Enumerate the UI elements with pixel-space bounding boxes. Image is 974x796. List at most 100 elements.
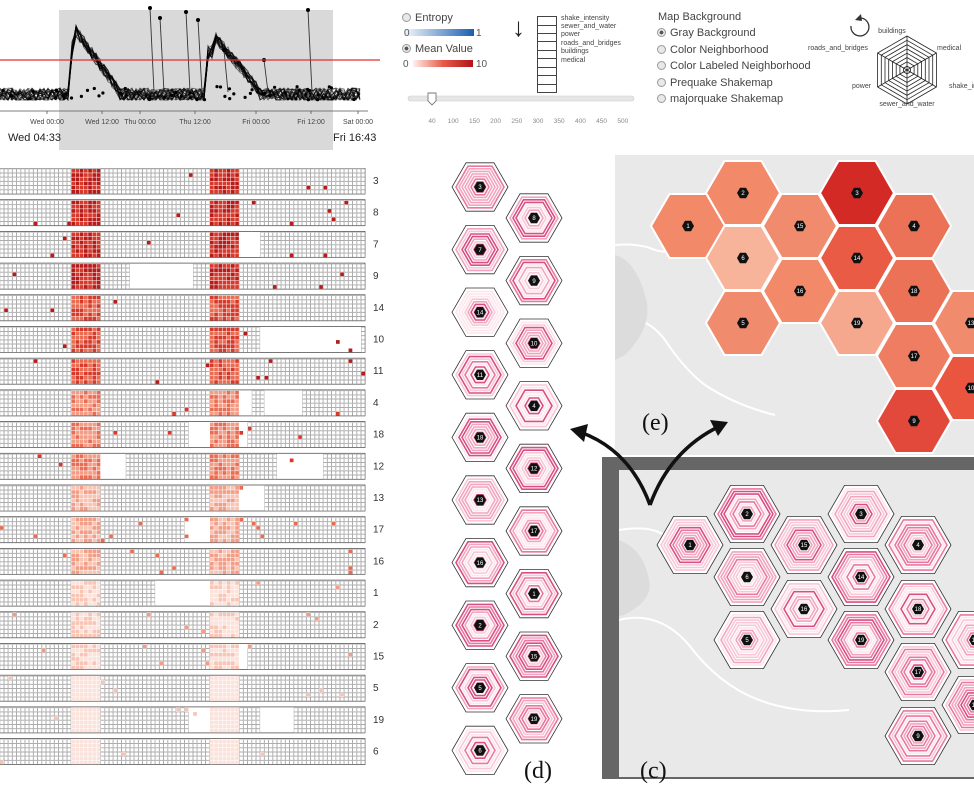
- heatmap-row[interactable]: 9: [0, 262, 379, 290]
- reset-icon[interactable]: [850, 14, 870, 37]
- map-background-option[interactable]: majorquake Shakemap: [657, 93, 783, 105]
- map-e-hex[interactable]: 5: [704, 290, 782, 356]
- map-e-hex[interactable]: 3: [818, 160, 896, 226]
- timeline-tick-label: Sat 00:00: [343, 119, 373, 126]
- map-background-option[interactable]: Color Neighborhood: [657, 44, 768, 56]
- neighborhood-hex[interactable]: 15: [770, 516, 838, 574]
- mean-value-radio[interactable]: [402, 44, 411, 53]
- entropy-radio[interactable]: [402, 13, 411, 22]
- hex-label: 3: [859, 512, 863, 518]
- attribute-item[interactable]: roads_and_bridges: [537, 40, 621, 51]
- neighborhood-hex[interactable]: 14: [451, 287, 509, 337]
- neighborhood-hex[interactable]: 12: [505, 443, 563, 494]
- heatmap-row[interactable]: 18: [0, 421, 385, 449]
- attribute-item[interactable]: sewer_and_water: [537, 23, 616, 34]
- neighborhood-hex[interactable]: 14: [827, 548, 895, 607]
- map-e-hex[interactable]: 13: [932, 290, 974, 356]
- map-background-radio[interactable]: [657, 94, 666, 103]
- map-background-option[interactable]: Gray Background: [657, 27, 756, 39]
- map-background-option[interactable]: Color Labeled Neighborhood: [657, 60, 811, 72]
- neighborhood-hex[interactable]: 7: [451, 225, 509, 275]
- heatmap-row[interactable]: 13: [0, 484, 385, 512]
- neighborhood-hex[interactable]: 6: [713, 548, 781, 607]
- neighborhood-hex[interactable]: 10: [505, 318, 563, 368]
- map-background-radio[interactable]: [657, 77, 666, 87]
- slider-handle[interactable]: [427, 92, 437, 106]
- neighborhood-hex[interactable]: 16: [770, 580, 838, 639]
- map-e-hex[interactable]: 10: [932, 355, 974, 421]
- brush-selection[interactable]: [59, 10, 333, 150]
- map-background-option-label: majorquake Shakemap: [670, 93, 784, 105]
- attribute-item[interactable]: buildings: [537, 48, 589, 59]
- neighborhood-hex[interactable]: 8: [505, 193, 563, 243]
- neighborhood-hex[interactable]: 17: [505, 506, 563, 556]
- hex-label: 1: [686, 224, 690, 230]
- hex-label: 15: [531, 654, 538, 660]
- map-panel-c[interactable]: 1 2 15 6 16 5 3 14 19 18 4 13 17 10 9: [619, 470, 974, 777]
- neighborhood-hex[interactable]: 5: [713, 610, 781, 670]
- map-e-hex[interactable]: 9: [875, 388, 953, 454]
- heatmap-row[interactable]: 4: [0, 389, 379, 417]
- map-background-option[interactable]: Prequake Shakemap: [657, 77, 773, 89]
- heatmap-row[interactable]: 19: [0, 706, 385, 734]
- neighborhood-hex[interactable]: 11: [451, 350, 509, 400]
- mean-value-option[interactable]: Mean Value: [402, 43, 473, 55]
- heatmap-row[interactable]: 14: [0, 294, 385, 322]
- attribute-item[interactable]: shake_intensity: [537, 15, 609, 26]
- neighborhood-hex[interactable]: 2: [713, 484, 781, 543]
- entropy-option[interactable]: Entropy: [402, 12, 453, 24]
- neighborhood-hex[interactable]: 13: [941, 610, 974, 670]
- neighborhood-hex[interactable]: 19: [827, 610, 895, 670]
- hex-label: 9: [912, 419, 916, 425]
- heatmap-row[interactable]: 10: [0, 326, 385, 353]
- heatmap-row[interactable]: 15: [0, 643, 385, 670]
- heatmap-row[interactable]: 12: [0, 452, 385, 480]
- map-background-radio[interactable]: [657, 61, 666, 70]
- sort-arrow-icon[interactable]: ↓: [512, 12, 525, 42]
- neighborhood-hex[interactable]: 1: [505, 568, 563, 619]
- neighborhood-hex[interactable]: 10: [941, 675, 974, 735]
- scale-slider[interactable]: 40 100 150 200 250 300 350 400 450 500: [404, 90, 640, 126]
- map-e-hex[interactable]: 19: [818, 290, 896, 356]
- neighborhood-hex[interactable]: 2: [451, 600, 509, 650]
- heatmap-row[interactable]: 2: [0, 611, 379, 639]
- neighborhood-hex[interactable]: 1: [656, 516, 724, 574]
- map-e-hex[interactable]: 4: [875, 193, 953, 259]
- heatmap-row-label: 6: [373, 747, 379, 758]
- heatmap-row[interactable]: 7: [0, 231, 379, 258]
- timeline-tick-label: Fri 00:00: [242, 119, 270, 126]
- neighborhood-hex[interactable]: 5: [451, 663, 509, 713]
- heatmap-row[interactable]: 1: [0, 579, 379, 607]
- neighborhood-hex[interactable]: 15: [505, 631, 563, 681]
- heatmap-row[interactable]: 3: [0, 168, 379, 195]
- heatmap-row[interactable]: 5: [0, 674, 379, 702]
- neighborhood-hex[interactable]: 4: [884, 516, 952, 574]
- neighborhood-hex[interactable]: 17: [884, 642, 952, 702]
- attribute-item[interactable]: medical: [537, 57, 585, 68]
- neighborhood-hex[interactable]: 18: [884, 580, 952, 639]
- heatmap-row[interactable]: 17: [0, 516, 385, 544]
- neighborhood-hex[interactable]: 4: [505, 381, 563, 431]
- timeline-chart[interactable]: Wed 00:00 Wed 12:00 Thu 00:00 Thu 12:00 Fri …: [0, 0, 380, 150]
- neighborhood-hex[interactable]: 9: [505, 256, 563, 306]
- neighborhood-hex[interactable]: 13: [451, 475, 509, 525]
- neighborhood-hex[interactable]: 19: [505, 694, 563, 744]
- heatmap-row[interactable]: 16: [0, 547, 385, 575]
- map-background-radio[interactable]: [657, 28, 666, 37]
- neighborhood-hex[interactable]: 6: [451, 725, 509, 775]
- map-e-hex[interactable]: 17: [875, 323, 953, 389]
- heatmap-row[interactable]: 11: [0, 357, 384, 385]
- map-e-hex[interactable]: 16: [761, 258, 839, 324]
- heatmap-row[interactable]: 8: [0, 199, 379, 227]
- neighborhood-hex[interactable]: 3: [827, 484, 895, 543]
- neighborhood-hex[interactable]: 9: [884, 706, 952, 766]
- attribute-item[interactable]: power: [537, 31, 580, 42]
- neighborhood-hex[interactable]: 3: [451, 162, 509, 212]
- neighborhood-hex[interactable]: 18: [451, 412, 509, 463]
- map-background-radio[interactable]: [657, 44, 666, 54]
- neighborhood-hex[interactable]: 16: [451, 537, 509, 588]
- hex-column-d[interactable]: 3 7 14 11 18 13 16 2 5 6 8 9 10 4 12 17 1 15 19: [440, 150, 580, 778]
- map-panel-e[interactable]: 1 2 15 6 16 5 3 14 19 18 4 13 17 10 9: [615, 155, 974, 455]
- heatmap-row[interactable]: 6: [0, 738, 379, 765]
